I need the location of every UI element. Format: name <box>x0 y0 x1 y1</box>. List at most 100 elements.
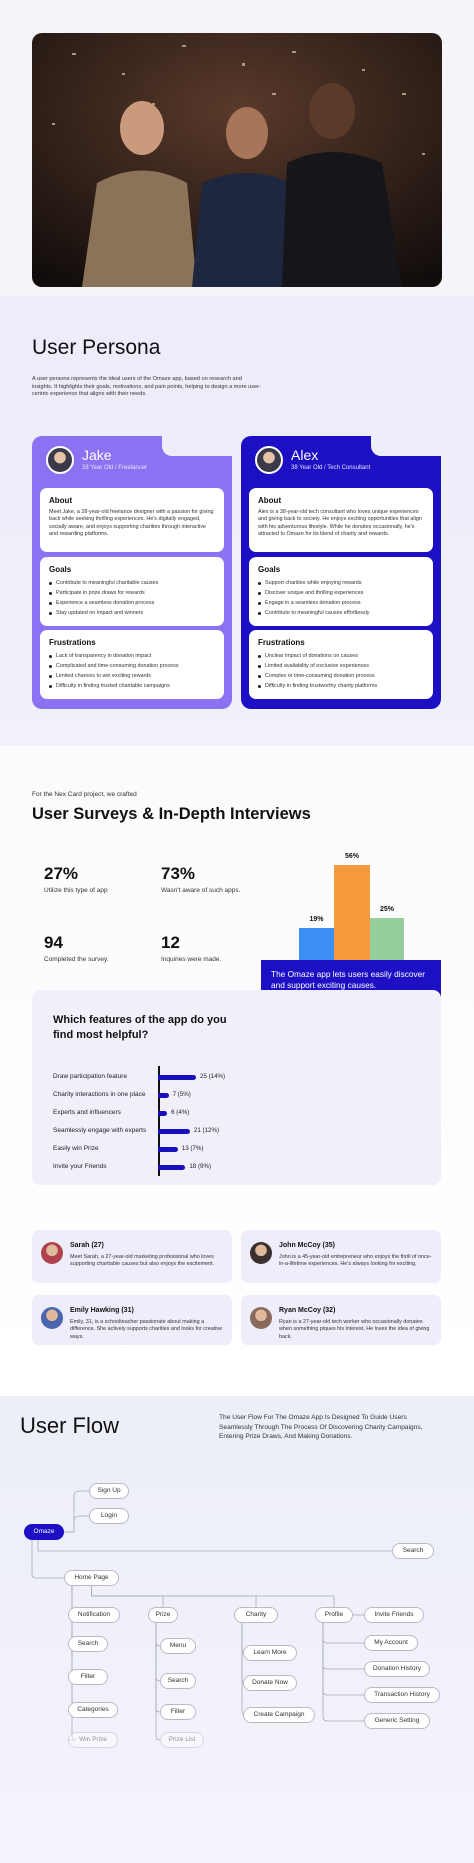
flow-connector <box>155 1623 161 1682</box>
persona-goals-heading: Goals <box>258 565 281 574</box>
stat-label: Completed the survey. <box>44 956 109 963</box>
persona-goals-box: Goals Support charities while enjoying re… <box>249 557 433 626</box>
persona-frustrations-box: Frustrations Lack of transparency in dona… <box>40 630 224 699</box>
bullet <box>258 602 261 605</box>
persona-goals-box: Goals Contribute to meaningful charitable… <box>40 557 224 626</box>
bullet <box>258 582 261 585</box>
testimonial-text: Ryan is a 27-year-old tech worker who oc… <box>279 1319 430 1340</box>
flow-connector <box>64 1490 89 1533</box>
testimonial-avatar <box>41 1307 63 1329</box>
section-title: User Flow <box>20 1413 120 1438</box>
flow-node: Notification <box>68 1607 120 1623</box>
bar-value-label: 18 (9%) <box>189 1163 212 1170</box>
bullet <box>49 612 52 615</box>
bullet <box>258 675 261 678</box>
persona-about-box: About Meet Jake, a 28-year-old freelance … <box>40 488 224 552</box>
testimonial-text: Meet Sarah, a 27-year-old marketing prof… <box>70 1254 215 1268</box>
testimonial-card <box>32 1230 232 1283</box>
persona-goals-item: Engage in a seamless donation process <box>258 598 424 608</box>
fade-overlay <box>0 1740 474 1863</box>
persona-goals-item: Experience a seamless donation process <box>49 598 215 608</box>
testimonial-text: John is a 45-year-old entrepreneur who e… <box>279 1254 432 1268</box>
bullet <box>49 675 52 678</box>
flow-connector <box>322 1623 364 1696</box>
bar-value-label: 25 (14%) <box>200 1073 226 1080</box>
persona-about-box: About Alex is a 38-year-old tech consulta… <box>249 488 433 552</box>
persona-goals-item: Participate in prize draws for rewards <box>49 588 215 598</box>
flow-node: Profile <box>315 1607 353 1623</box>
bar-value-label: 56% <box>344 852 359 860</box>
persona-goals-item: Contribute to meaningful causes effortle… <box>258 608 424 618</box>
axis-line <box>158 1066 160 1176</box>
bar-value-label: 25% <box>379 905 394 913</box>
stat-value: 12 <box>161 933 180 952</box>
bullet <box>258 612 261 615</box>
flow-node: Filter <box>68 1669 108 1685</box>
survey-intro: For the Nex Card project, we crafted <box>32 791 137 798</box>
category-label: Invite your Friends <box>53 1163 107 1170</box>
persona-avatar <box>46 446 74 474</box>
flow-node: Transaction History <box>364 1687 440 1703</box>
testimonial-avatar <box>250 1307 272 1329</box>
flow-node: Charity <box>234 1607 278 1623</box>
persona-goals-heading: Goals <box>49 565 72 574</box>
persona-name: Jake <box>82 447 112 463</box>
persona-about-text: Meet Jake, a 28-year-old freelance desig… <box>49 509 214 537</box>
testimonial-name: John McCoy (35) <box>279 1242 336 1249</box>
persona-frustrations-item: Difficulty in finding trusted charitable… <box>49 681 215 691</box>
persona-frustrations-item: Lack of transparency in donation impact <box>49 651 215 661</box>
bullet <box>258 685 261 688</box>
stat-label: Utilize this type of app <box>44 887 108 894</box>
chart-card <box>32 990 441 1185</box>
flow-connector <box>241 1623 247 1716</box>
bullet <box>258 655 261 658</box>
flow-node: Donation History <box>364 1661 430 1677</box>
persona-subtitle: 38 Year Old / Tech Consultant <box>291 465 371 471</box>
flow-connector <box>37 1540 414 1559</box>
bullet <box>258 665 261 668</box>
bullet <box>49 665 52 668</box>
category-label: Draw participation feature <box>53 1073 128 1080</box>
bar <box>334 864 370 960</box>
bullet <box>49 582 52 585</box>
flow-node: Prize <box>148 1607 178 1623</box>
flow-node: Home Page <box>64 1570 119 1586</box>
stat-value: 27% <box>44 864 79 883</box>
flow-node: Search <box>68 1636 108 1652</box>
flow-node: Login <box>89 1508 129 1524</box>
persona-frustrations-item: Limited availability of exclusive experi… <box>258 661 424 671</box>
persona-goals-item: Discover unique and thrilling experience… <box>258 588 424 598</box>
category-label: Charity interactions in one place <box>53 1091 146 1098</box>
bar <box>158 1164 186 1170</box>
flow-connector <box>91 1586 164 1607</box>
testimonial-name: Ryan McCoy (32) <box>279 1307 336 1314</box>
persona-goals-item: Support charities while enjoying rewards <box>258 578 424 588</box>
flow-connector <box>322 1623 364 1722</box>
testimonial-card <box>32 1295 232 1345</box>
flow-node: Search <box>160 1673 196 1689</box>
bar <box>158 1110 168 1116</box>
persona-frustrations-item: Limited chances to win exciting rewards <box>49 671 215 681</box>
flow-connector <box>31 1540 64 1579</box>
section-title: User Persona <box>32 336 161 359</box>
category-label: Experts and influencers <box>53 1109 121 1116</box>
bullet <box>258 592 261 595</box>
persona-goals-item: Stay updated on impact and winners <box>49 608 215 618</box>
bullet <box>49 655 52 658</box>
flow-connector <box>155 1623 161 1713</box>
flow-connector <box>91 1586 335 1607</box>
chart-caption: The Omaze app lets users easily discover… <box>271 969 426 990</box>
flow-node: Generic Setting <box>364 1713 430 1729</box>
persona-about-heading: About <box>49 496 73 505</box>
persona-subtitle: 28 Year Old / Freelancer <box>82 465 148 471</box>
persona-about-text: Alex is a 38-year-old tech consultant wh… <box>258 509 422 537</box>
bar <box>158 1074 196 1080</box>
persona-frustrations-item: Unclear impact of donations on causes <box>258 651 424 661</box>
persona-frustrations-heading: Frustrations <box>258 638 305 647</box>
persona-about-heading: About <box>258 496 282 505</box>
flow-node: Categories <box>68 1702 118 1718</box>
bar-value-label: 7 (5%) <box>172 1091 191 1098</box>
persona-avatar <box>255 446 283 474</box>
hero-photo <box>32 33 442 287</box>
